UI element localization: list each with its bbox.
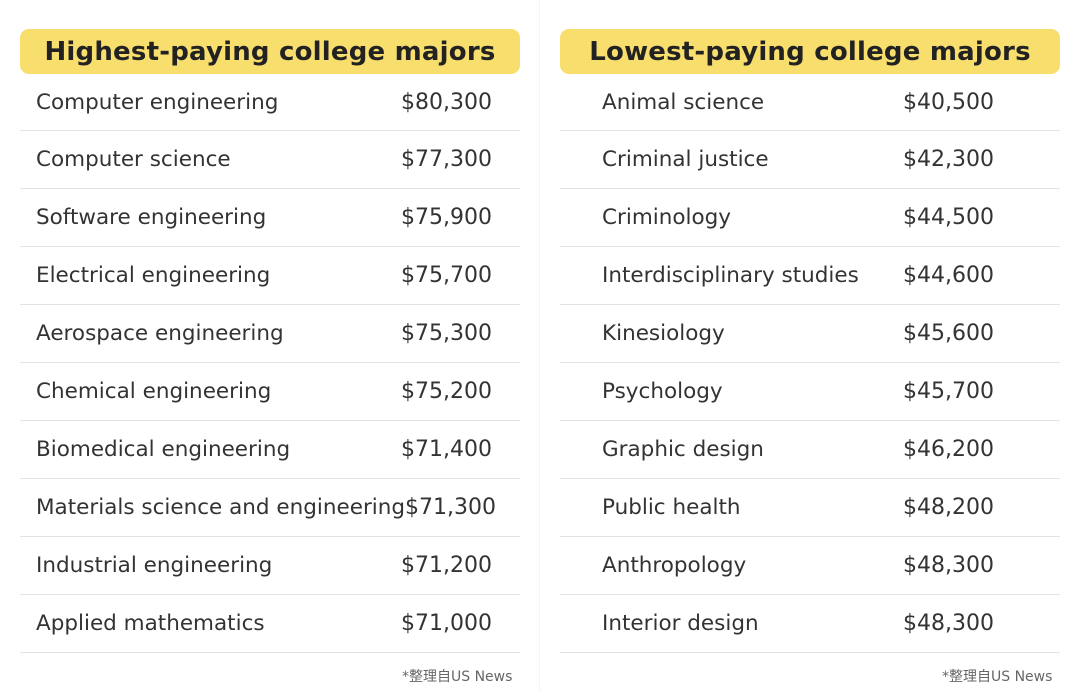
lowest-paying-salary-value: $46,200 — [903, 437, 994, 462]
lowest-paying-major-label: Kinesiology — [602, 321, 725, 346]
lowest-paying-major-label: Animal science — [602, 89, 765, 115]
highest-paying-table: Highest-paying college majors Computer e… — [20, 29, 520, 653]
highest-paying-salary-value: $75,300 — [401, 321, 492, 346]
lowest-paying-row: Interior design $48,300 — [560, 595, 1060, 653]
lowest-paying-row: Animal science $40,500 — [560, 74, 1060, 131]
highest-paying-title: Highest-paying college majors — [44, 36, 496, 67]
highest-paying-major-label: Electrical engineering — [36, 263, 271, 288]
highest-paying-salary-value: $80,300 — [401, 89, 492, 115]
highest-paying-major-label: Materials science and engineering — [36, 495, 406, 520]
highest-paying-salary-value: $71,000 — [401, 611, 492, 636]
lowest-paying-salary-value: $40,500 — [903, 89, 994, 115]
highest-paying-row: Materials science and engineering $71,300 — [20, 479, 520, 537]
lowest-paying-row: Criminal justice $42,300 — [560, 131, 1060, 189]
lowest-paying-row: Kinesiology $45,600 — [560, 305, 1060, 363]
highest-paying-row: Chemical engineering $75,200 — [20, 363, 520, 421]
highest-paying-major-label: Chemical engineering — [36, 379, 272, 404]
highest-paying-row: Electrical engineering $75,700 — [20, 247, 520, 305]
source-note-right: *整理自US News — [942, 669, 1053, 685]
lowest-paying-salary-value: $44,600 — [903, 263, 994, 288]
highest-paying-title-box: Highest-paying college majors — [20, 29, 520, 74]
highest-paying-salary-value: $77,300 — [401, 147, 492, 172]
lowest-paying-title-box: Lowest-paying college majors — [560, 29, 1060, 74]
highest-paying-row: Software engineering $75,900 — [20, 189, 520, 247]
highest-paying-major-label: Industrial engineering — [36, 553, 273, 578]
lowest-paying-major-label: Interdisciplinary studies — [602, 263, 859, 288]
highest-paying-row: Biomedical engineering $71,400 — [20, 421, 520, 479]
lowest-paying-rows: Animal science $40,500 Criminal justice $42… — [560, 74, 1060, 653]
lowest-paying-major-label: Psychology — [602, 379, 723, 404]
highest-paying-salary-value: $75,900 — [401, 205, 492, 230]
lowest-paying-row: Graphic design $46,200 — [560, 421, 1060, 479]
highest-paying-major-label: Biomedical engineering — [36, 437, 291, 462]
highest-paying-salary-value: $71,200 — [401, 553, 492, 578]
lowest-paying-major-label: Interior design — [602, 611, 759, 636]
lowest-paying-major-label: Criminology — [602, 205, 732, 230]
lowest-paying-row: Interdisciplinary studies $44,600 — [560, 247, 1060, 305]
lowest-paying-row: Public health $48,200 — [560, 479, 1060, 537]
lowest-paying-salary-value: $44,500 — [903, 205, 994, 230]
center-divider — [539, 0, 540, 691]
lowest-paying-major-label: Anthropology — [602, 553, 747, 578]
lowest-paying-title: Lowest-paying college majors — [589, 36, 1031, 67]
lowest-paying-salary-value: $42,300 — [903, 147, 994, 172]
highest-paying-rows: Computer engineering $80,300 Computer scie… — [20, 74, 520, 653]
lowest-paying-salary-value: $45,600 — [903, 321, 994, 346]
highest-paying-major-label: Software engineering — [36, 205, 267, 230]
highest-paying-row: Industrial engineering $71,200 — [20, 537, 520, 595]
highest-paying-salary-value: $71,400 — [401, 437, 492, 462]
source-note-left: *整理自US News — [402, 669, 513, 685]
highest-paying-major-label: Aerospace engineering — [36, 321, 284, 346]
highest-paying-major-label: Applied mathematics — [36, 611, 265, 636]
highest-paying-salary-value: $75,200 — [401, 379, 492, 404]
highest-paying-row: Aerospace engineering $75,300 — [20, 305, 520, 363]
lowest-paying-row: Criminology $44,500 — [560, 189, 1060, 247]
lowest-paying-major-label: Criminal justice — [602, 147, 769, 172]
lowest-paying-major-label: Public health — [602, 495, 741, 520]
lowest-paying-row: Psychology $45,700 — [560, 363, 1060, 421]
highest-paying-major-label: Computer engineering — [36, 89, 279, 115]
highest-paying-salary-value: $71,300 — [405, 495, 497, 520]
lowest-paying-major-label: Graphic design — [602, 437, 764, 462]
highest-paying-salary-value: $75,700 — [401, 263, 492, 288]
highest-paying-row: Computer science $77,300 — [20, 131, 520, 189]
highest-paying-row: Applied mathematics $71,000 — [20, 595, 520, 653]
lowest-paying-row: Anthropology $48,300 — [560, 537, 1060, 595]
lowest-paying-salary-value: $48,200 — [903, 495, 994, 520]
lowest-paying-salary-value: $48,300 — [903, 553, 994, 578]
highest-paying-major-label: Computer science — [36, 147, 231, 172]
highest-paying-row: Computer engineering $80,300 — [20, 74, 520, 131]
lowest-paying-salary-value: $45,700 — [903, 379, 994, 404]
lowest-paying-table: Lowest-paying college majors Animal scie… — [560, 29, 1060, 653]
lowest-paying-salary-value: $48,300 — [903, 611, 994, 636]
